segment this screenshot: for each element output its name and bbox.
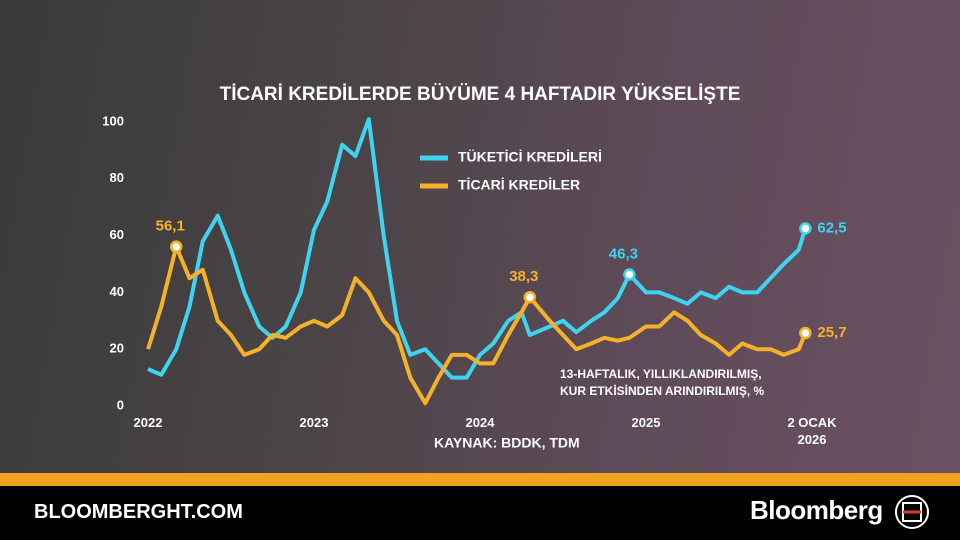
x-tick-label: 2022 (133, 415, 163, 430)
point-marker (799, 222, 812, 235)
data-label: 46,3 (609, 245, 638, 262)
y-tick-label: 40 (110, 284, 124, 299)
y-tick-label: 100 (102, 113, 124, 128)
x-tick-label: 2 OCAK 2026 (787, 415, 837, 447)
series-line (146, 244, 808, 406)
point-marker (799, 326, 812, 340)
point-marker (523, 290, 537, 304)
x-tick-label: 2024 (465, 415, 495, 430)
series-line (147, 117, 808, 380)
y-tick-label: 0 (117, 397, 124, 412)
chart-title: TİCARİ KREDİLERDE BÜYÜME 4 HAFTADIR YÜKS… (220, 84, 741, 105)
data-label: 38,3 (509, 268, 538, 285)
source: KAYNAK: BDDK, TDM (434, 435, 580, 451)
footer-strip (0, 473, 960, 486)
point-marker (169, 240, 183, 253)
site-name: BLOOMBERGHT.COM (34, 501, 243, 523)
data-label: 62,5 (817, 219, 846, 236)
legend-label: TİCARİ KREDİLER (458, 177, 580, 193)
point-marker (623, 268, 636, 281)
x-tick-label: 2023 (299, 415, 329, 430)
chart: TİCARİ KREDİLERDE BÜYÜME 4 HAFTADIR YÜKS… (102, 84, 847, 451)
y-tick-label: 20 (110, 341, 124, 356)
legend-label: TÜKETİCİ KREDİLERİ (458, 149, 602, 165)
data-label: 56,1 (156, 218, 185, 235)
note: KUR ETKİSİNDEN ARINDIRILMIŞ, % (560, 383, 765, 398)
note: 13-HAFTALIK, YILLIKLANDIRILMIŞ, (560, 367, 762, 381)
x-tick-label: 2025 (631, 415, 661, 430)
brand-name: Bloomberg (750, 495, 883, 525)
y-tick-label: 60 (110, 227, 124, 242)
y-tick-label: 80 (110, 170, 124, 185)
footer-bar (0, 486, 960, 540)
data-label: 25,7 (817, 324, 846, 341)
